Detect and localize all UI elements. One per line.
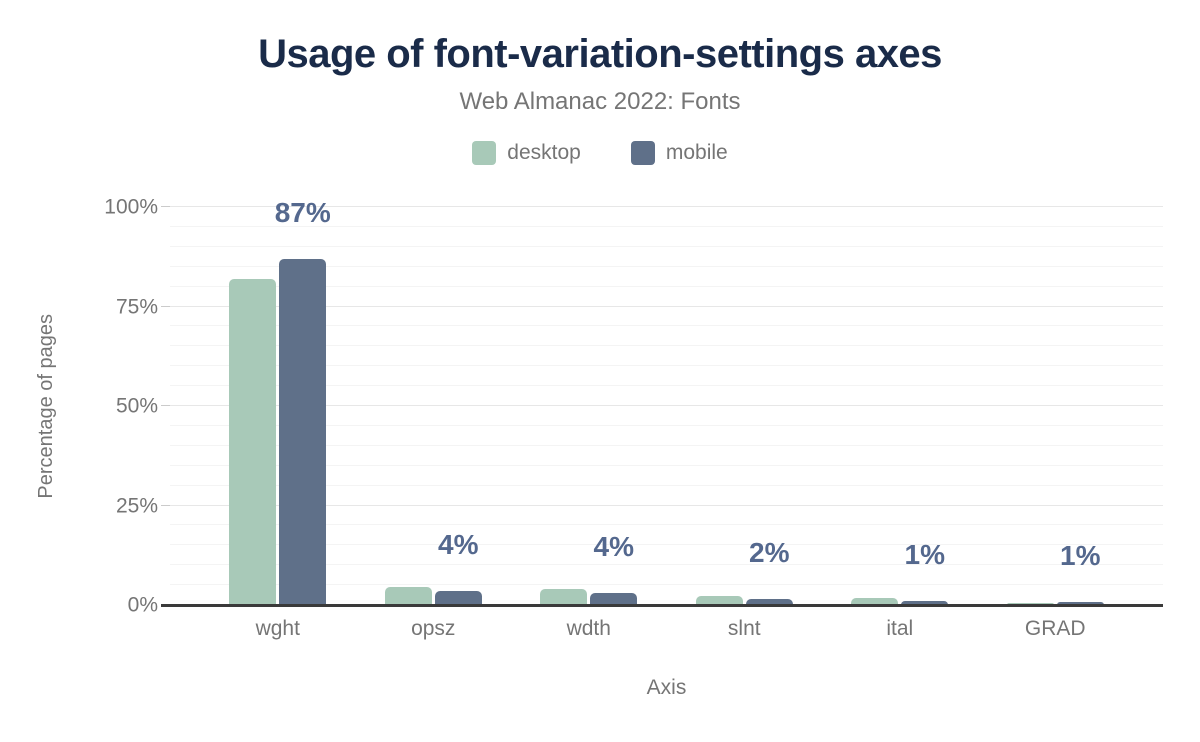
- bar-group-wght: 87%: [200, 198, 356, 605]
- gridline: [170, 305, 1163, 307]
- y-tick-mark: [161, 504, 170, 506]
- gridline: [170, 464, 1163, 466]
- gridline: [170, 444, 1163, 446]
- gridline: [170, 424, 1163, 426]
- gridline: [170, 265, 1163, 267]
- mobile-bar-opsz[interactable]: [434, 591, 482, 605]
- gridline: [170, 206, 1163, 207]
- gridline: [170, 285, 1163, 287]
- y-tick-mark: [161, 206, 170, 207]
- x-tick-label-opsz: opsz: [411, 617, 456, 640]
- value-label-opsz: 4%: [438, 529, 479, 561]
- legend-item-desktop[interactable]: desktop: [472, 141, 581, 165]
- gridline: [170, 484, 1163, 486]
- mobile-bar-wght[interactable]: [279, 258, 327, 605]
- bar-group-opsz: 4%: [356, 207, 512, 605]
- mobile-bar-slnt[interactable]: [745, 598, 793, 605]
- y-tick-label-75%: 75%: [115, 295, 158, 318]
- gridline: [170, 504, 1163, 506]
- x-axis-title: Axis: [646, 676, 687, 699]
- gridline: [170, 325, 1163, 327]
- legend-item-mobile[interactable]: mobile: [630, 141, 728, 165]
- bar-group-slnt: 2%: [667, 207, 823, 605]
- desktop-bar-wght[interactable]: [229, 278, 277, 605]
- bar-group-ital: 1%: [822, 207, 978, 605]
- gridline: [170, 345, 1163, 347]
- gridline: [170, 524, 1163, 526]
- gridline: [170, 564, 1163, 566]
- grid-layer: [170, 206, 1163, 605]
- desktop-swatch-icon: [472, 141, 497, 165]
- y-axis-labels: 0% 25% 50% 75% 100%: [0, 197, 158, 616]
- value-label-ital: 1%: [904, 538, 945, 570]
- chart-subtitle: Web Almanac 2022: Fonts: [459, 88, 741, 115]
- y-tick-label-50%: 50%: [115, 394, 158, 418]
- gridline: [170, 225, 1163, 227]
- mobile-bar-ital[interactable]: [901, 600, 949, 605]
- gridline: [170, 245, 1163, 247]
- gridline: [170, 365, 1163, 367]
- plot-area: 87% 4% 4% 2% 1% 1%: [161, 198, 1163, 607]
- desktop-bar-wdth[interactable]: [540, 589, 588, 605]
- gridline: [170, 544, 1163, 546]
- x-axis-line: [161, 604, 1163, 607]
- bar-group-GRAD: 1%: [978, 207, 1134, 605]
- chart-title: Usage of font-variation-settings axes: [258, 32, 942, 76]
- x-axis-labels: wght opsz wdth slnt ital GRAD: [170, 617, 1163, 641]
- value-label-wdth: 4%: [593, 531, 634, 563]
- legend-label-mobile: mobile: [665, 141, 728, 164]
- bar-group-wdth: 4%: [511, 207, 667, 605]
- mobile-swatch-icon: [630, 141, 655, 165]
- legend-label-desktop: desktop: [507, 141, 581, 164]
- y-tick-mark: [161, 305, 170, 307]
- x-tick-label-wght: wght: [255, 617, 300, 640]
- bar-groups: 87% 4% 4% 2% 1% 1%: [170, 198, 1163, 605]
- y-tick-label-100%: 100%: [104, 195, 158, 219]
- x-tick-label-slnt: slnt: [727, 617, 761, 640]
- y-tick-label-25%: 25%: [115, 494, 158, 517]
- gridline: [170, 405, 1163, 406]
- desktop-bar-ital[interactable]: [851, 597, 899, 605]
- mobile-bar-wdth[interactable]: [590, 593, 638, 605]
- x-tick-label-ital: ital: [886, 617, 914, 640]
- value-label-GRAD: 1%: [1060, 539, 1101, 571]
- legend: desktop mobile: [0, 141, 1200, 165]
- x-tick-label-wdth: wdth: [566, 617, 611, 640]
- gridline: [170, 385, 1163, 387]
- mobile-bar-GRAD[interactable]: [1056, 601, 1104, 605]
- gridline: [170, 584, 1163, 586]
- x-tick-label-GRAD: GRAD: [1024, 617, 1086, 640]
- desktop-bar-slnt[interactable]: [695, 596, 743, 605]
- y-tick-label-0%: 0%: [127, 593, 158, 617]
- value-label-slnt: 2%: [749, 536, 790, 568]
- desktop-bar-opsz[interactable]: [384, 586, 432, 605]
- value-label-wght: 87%: [274, 196, 331, 228]
- y-tick-mark: [161, 405, 170, 406]
